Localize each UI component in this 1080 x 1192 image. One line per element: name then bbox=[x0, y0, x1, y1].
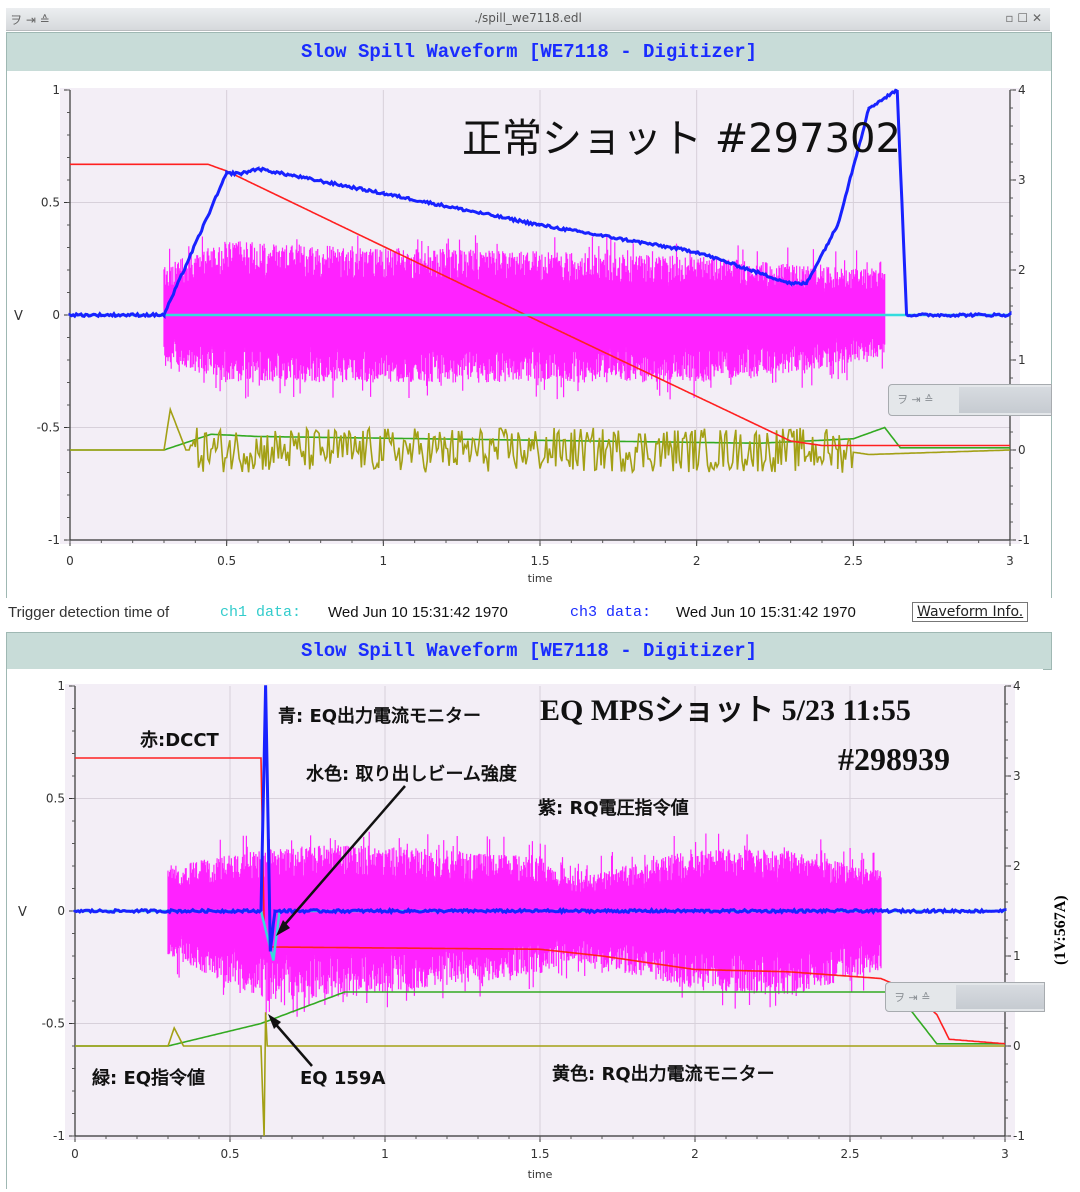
x-tick-label: 0.5 bbox=[220, 1147, 239, 1161]
chart-panel-2: 0 0.5 1 1.5 2 2.5 3 1 0.5 0 -0.5 -1 4 3 2 1 0 -1 time V EQ M… bbox=[18, 679, 1025, 1181]
x-tick-label: 1.5 bbox=[530, 1147, 549, 1161]
x-tick-label: 0.5 bbox=[217, 554, 236, 568]
series-magenta-core bbox=[168, 873, 881, 961]
ch3-time: Wed Jun 10 15:31:42 1970 bbox=[676, 604, 856, 621]
y-axis-label: V bbox=[14, 309, 23, 324]
ch1-time: Wed Jun 10 15:31:42 1970 bbox=[328, 604, 508, 621]
y2-tick-label: 3 bbox=[1013, 769, 1021, 783]
annotation-2: 赤:DCCT bbox=[140, 730, 220, 751]
float-toolbar-icons[interactable]: ヲ ⇥ ≙ bbox=[897, 393, 934, 406]
x-axis-label: time bbox=[528, 572, 553, 585]
x-axis-label: time bbox=[528, 1168, 553, 1181]
y2-tick-label: 2 bbox=[1013, 859, 1021, 873]
annotation-3: 青: EQ出力電流モニター bbox=[278, 705, 481, 727]
y-tick-label: 1 bbox=[57, 679, 65, 693]
y2-tick-label: 1 bbox=[1013, 949, 1021, 963]
series-red-line bbox=[75, 757, 1006, 1045]
y-tick-label: -1 bbox=[48, 533, 60, 547]
float-toolbar-bar-2 bbox=[956, 985, 1044, 1009]
x-tick-label: 2 bbox=[691, 1147, 699, 1161]
float-toolbar-2[interactable]: ヲ ⇥ ≙ bbox=[885, 982, 1045, 1012]
annotation-0: 正常ショット #297302 bbox=[462, 116, 901, 162]
x-tick-label: 2.5 bbox=[840, 1147, 859, 1161]
y2-tick-label: 4 bbox=[1013, 679, 1021, 693]
ch1-label: ch1 data: bbox=[220, 604, 302, 621]
annotation-8: 黄色: RQ出力電流モニター bbox=[552, 1063, 775, 1085]
window-menu-icon[interactable]: ヲ ⇥ ≙ bbox=[10, 13, 50, 27]
series-green-line bbox=[70, 426, 1010, 451]
y-tick-label: 0 bbox=[52, 308, 60, 322]
y2-tick-label: 1 bbox=[1018, 353, 1026, 367]
series-green-line bbox=[75, 991, 1005, 1047]
float-toolbar-icons-2[interactable]: ヲ ⇥ ≙ bbox=[894, 991, 931, 1004]
series-olive-line bbox=[70, 406, 1011, 474]
y-tick-label: 0.5 bbox=[46, 792, 65, 806]
y-tick-label: 0 bbox=[57, 904, 65, 918]
arrow-beam-head bbox=[276, 920, 290, 936]
y2-tick-label: 4 bbox=[1018, 83, 1026, 97]
arrow-eq-pointer bbox=[271, 1019, 313, 1067]
panel1-title: Slow Spill Waveform [WE7118 - Digitizer] bbox=[300, 41, 758, 63]
x-tick-label: 2 bbox=[693, 554, 701, 568]
y-tick-label: -1 bbox=[53, 1129, 65, 1143]
y2-tick-label: -1 bbox=[1018, 533, 1030, 547]
annotation-0: EQ MPSショット 5/23 11:55 bbox=[540, 694, 911, 727]
y2-tick-label: 0 bbox=[1013, 1039, 1021, 1053]
y-tick-label: 0.5 bbox=[41, 196, 60, 210]
scale-side-label: (1V:567A) bbox=[1052, 895, 1069, 965]
x-tick-label: 1 bbox=[381, 1147, 389, 1161]
y-axis-label: V bbox=[18, 905, 27, 920]
trigger-info-row: Trigger detection time of ch1 data: Wed … bbox=[6, 600, 1050, 626]
x-tick-label: 0 bbox=[66, 554, 74, 568]
annotation-6: 緑: EQ指令値 bbox=[92, 1067, 205, 1089]
annotation-1: #298939 bbox=[838, 741, 950, 777]
y2-tick-label: 3 bbox=[1018, 173, 1026, 187]
float-toolbar-1[interactable]: ヲ ⇥ ≙ bbox=[888, 384, 1052, 416]
annotation-7: EQ 159A bbox=[300, 1068, 385, 1089]
y-tick-label: 1 bbox=[52, 83, 60, 97]
trigger-prefix: Trigger detection time of bbox=[8, 604, 170, 621]
y-tick-label: -0.5 bbox=[37, 421, 60, 435]
series-blue-line bbox=[73, 685, 1007, 952]
window-titlebar: ヲ ⇥ ≙ ./spill_we7118.edl ▫ ☐ ✕ bbox=[6, 8, 1050, 31]
series-olive-line bbox=[75, 1012, 1005, 1137]
chart-panel-1: 0 0.5 1 1.5 2 2.5 3 1 0.5 0 -0.5 -1 4 3 2 1 0 -1 time V 正常ショ… bbox=[14, 83, 1030, 585]
annotation-4: 水色: 取り出しビーム強度 bbox=[306, 763, 518, 785]
float-toolbar-bar bbox=[959, 387, 1051, 413]
x-tick-label: 1.5 bbox=[530, 554, 549, 568]
x-tick-label: 0 bbox=[71, 1147, 79, 1161]
y2-tick-label: 0 bbox=[1018, 443, 1026, 457]
series-blue-line bbox=[68, 88, 1012, 320]
arrow-beam-pointer bbox=[279, 785, 406, 931]
y2-tick-label: -1 bbox=[1013, 1129, 1025, 1143]
x-tick-label: 1 bbox=[380, 554, 388, 568]
waveform-info-button[interactable]: Waveform Info. bbox=[912, 602, 1029, 622]
window-controls-icon[interactable]: ▫ ☐ ✕ bbox=[1005, 11, 1042, 25]
annotation-5: 紫: RQ電圧指令値 bbox=[538, 797, 689, 819]
y-tick-label: -0.5 bbox=[42, 1017, 65, 1031]
panel2-title: Slow Spill Waveform [WE7118 - Digitizer] bbox=[300, 640, 758, 662]
series-magenta-core bbox=[164, 274, 885, 353]
arrow-eq-head bbox=[268, 1014, 281, 1029]
x-tick-label: 3 bbox=[1006, 554, 1014, 568]
ch3-label: ch3 data: bbox=[570, 604, 652, 621]
panel1-header: Slow Spill Waveform [WE7118 - Digitizer] bbox=[6, 32, 1052, 72]
window-title: ./spill_we7118.edl bbox=[474, 11, 582, 25]
x-tick-label: 2.5 bbox=[844, 554, 863, 568]
y2-tick-label: 2 bbox=[1018, 263, 1026, 277]
panel2-header: Slow Spill Waveform [WE7118 - Digitizer] bbox=[6, 632, 1052, 670]
x-tick-label: 3 bbox=[1001, 1147, 1009, 1161]
